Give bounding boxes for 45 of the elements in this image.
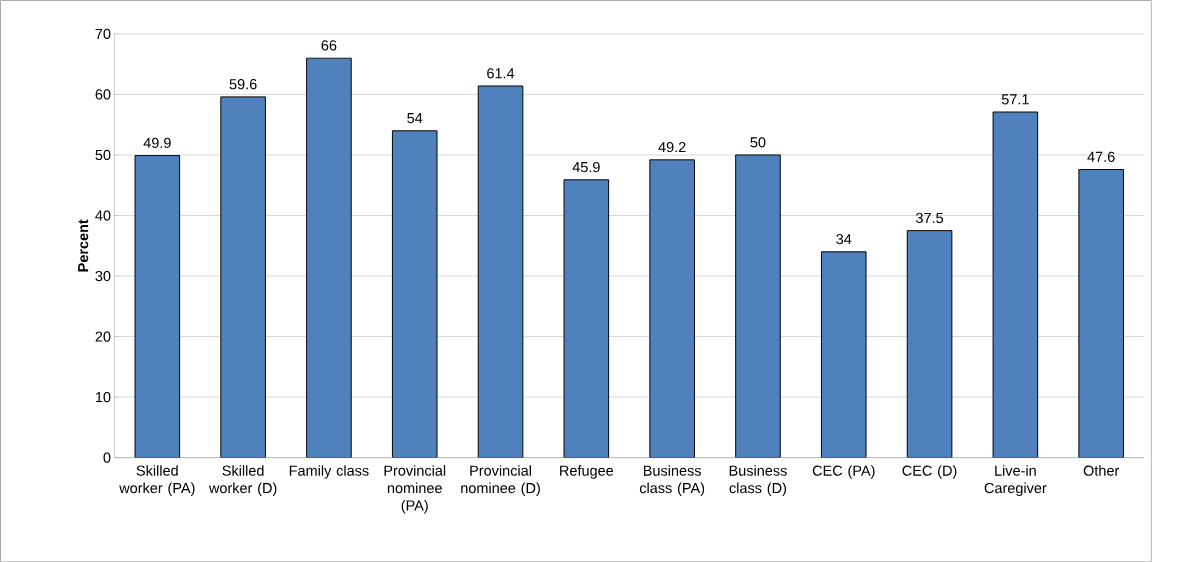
bar (649, 159, 695, 458)
data-label: 59.6 (229, 78, 257, 90)
data-label: 57.1 (1001, 94, 1029, 105)
data-label: 49.2 (658, 141, 686, 153)
data-label: 50 (750, 136, 766, 148)
y-tick-label: 20 (95, 331, 111, 342)
x-tick-label: Other (1083, 465, 1120, 476)
bar (992, 111, 1039, 458)
data-label: 45.9 (572, 161, 600, 173)
x-tick-label: Live-in Caregiver (984, 465, 1047, 496)
y-axis-title: Percent (78, 219, 89, 272)
x-tick-label: CEC (PA) (812, 465, 875, 479)
bar (820, 251, 867, 458)
data-label: 47.6 (1087, 151, 1115, 162)
y-tick-label: 60 (95, 89, 111, 100)
bar (391, 130, 438, 458)
data-label: 66 (321, 40, 337, 51)
bar (735, 154, 781, 458)
data-label: 34 (836, 233, 852, 245)
y-tick-label: 30 (95, 270, 111, 281)
data-label: 61.4 (487, 67, 515, 79)
bar (906, 229, 953, 458)
y-tick-label: 70 (95, 28, 111, 39)
x-tick-label: Provincial nominee (D) (461, 465, 540, 496)
y-tick-label: 10 (95, 391, 111, 403)
x-tick-label: Refugee (560, 465, 614, 479)
x-tick-label: Business class (D) (729, 465, 787, 496)
y-tick-label: 40 (95, 210, 111, 221)
x-tick-label: Provincial nominee (PA) (384, 465, 446, 514)
y-tick-label: 50 (95, 149, 111, 160)
data-label: 37.5 (916, 212, 944, 223)
bar (134, 154, 181, 458)
bar (477, 85, 524, 458)
x-tick-label: Skilled worker (PA) (119, 465, 195, 496)
x-tick-label: CEC (D) (902, 465, 957, 479)
bar (563, 179, 610, 458)
data-label: 54 (407, 112, 423, 124)
y-tick-label: 0 (103, 452, 111, 463)
bar (220, 96, 266, 458)
x-tick-label: Business class (PA) (639, 465, 705, 496)
bar (306, 57, 352, 458)
x-tick-label: Skilled worker (D) (208, 465, 277, 496)
data-label: 49.9 (143, 137, 171, 148)
x-tick-label: Family class (289, 465, 369, 479)
bar (1078, 168, 1124, 458)
